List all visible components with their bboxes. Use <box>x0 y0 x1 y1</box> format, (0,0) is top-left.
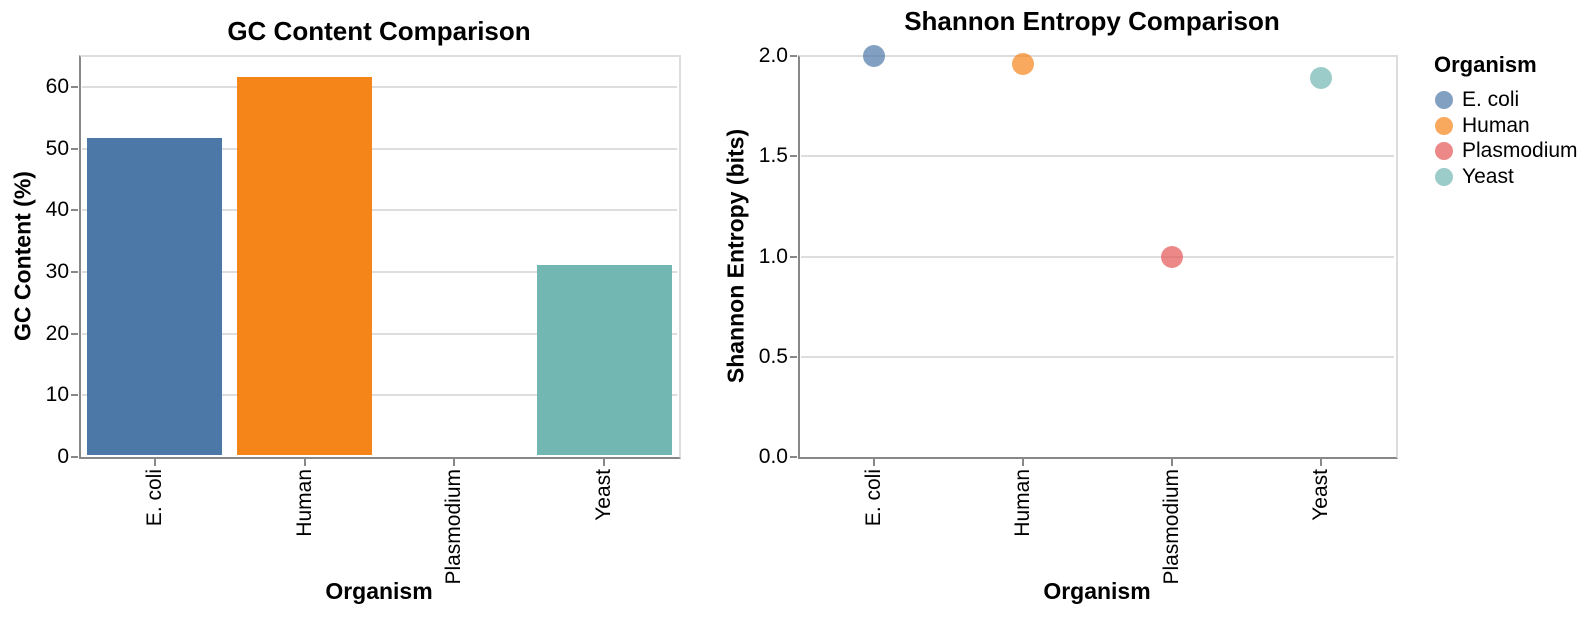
bar-yeast <box>536 265 672 455</box>
entropy-y-tick-label: 1.5 <box>758 144 788 168</box>
entropy-x-tick <box>1021 459 1024 466</box>
entropy-x-tick <box>1171 459 1174 466</box>
legend-label-human: Human <box>1462 114 1530 137</box>
gc-y-tick-label: 60 <box>45 74 69 98</box>
bar-human <box>237 76 373 455</box>
gc-y-tick-label: 0 <box>57 445 69 468</box>
gc-gridline <box>82 209 677 212</box>
gc-gridline <box>82 147 677 150</box>
legend-swatch-plasmodium <box>1435 142 1453 160</box>
gc-x-axis-title: Organism <box>325 578 433 604</box>
entropy-y-tick <box>790 355 797 358</box>
gc-x-tick <box>303 459 306 466</box>
entropy-y-tick-label: 2.0 <box>758 44 788 67</box>
legend-title: Organism <box>1434 52 1537 77</box>
gc-y-tick-label: 30 <box>45 259 69 283</box>
entropy-y-tick-label: 0.0 <box>758 445 788 468</box>
entropy-y-tick <box>790 155 797 158</box>
point-e-coli <box>862 45 885 67</box>
bar-e-coli <box>87 138 223 455</box>
entropy-x-tick-label-e-coli: E. coli <box>861 469 885 527</box>
gc-y-tick <box>71 394 78 397</box>
gc-y-tick <box>71 270 78 273</box>
gc-y-tick-label: 10 <box>45 383 69 407</box>
gc-x-tick <box>153 459 156 466</box>
entropy-chart-title: Shannon Entropy Comparison <box>904 6 1280 36</box>
gc-gridline <box>82 332 677 335</box>
gc-x-tick-label-e-coli: E. coli <box>142 469 166 527</box>
gc-x-tick-label-plasmodium: Plasmodium <box>442 469 466 585</box>
gc-y-tick <box>71 456 78 458</box>
point-human <box>1011 53 1034 76</box>
gc-x-tick-label-human: Human <box>292 469 316 537</box>
point-yeast <box>1310 67 1333 90</box>
entropy-x-axis-title: Organism <box>1043 578 1151 604</box>
gc-y-tick <box>71 332 78 335</box>
entropy-gridline <box>801 255 1394 258</box>
entropy-gridline <box>801 355 1394 358</box>
legend-label-plasmodium: Plasmodium <box>1462 139 1578 162</box>
point-plasmodium <box>1161 245 1184 268</box>
entropy-gridline <box>801 155 1394 158</box>
entropy-y-tick-label: 0.5 <box>758 344 788 368</box>
entropy-y-tick-label: 1.0 <box>758 244 788 268</box>
gc-x-tick <box>453 459 456 466</box>
entropy-y-tick <box>790 55 797 57</box>
gc-gridline <box>82 85 677 88</box>
entropy-x-tick <box>872 459 875 466</box>
entropy-x-tick <box>1320 459 1323 466</box>
legend-label-e-coli: E. coli <box>1462 88 1520 111</box>
legend-swatch-e-coli <box>1435 91 1453 109</box>
gc-y-tick <box>71 147 78 150</box>
gc-gridline <box>82 394 677 397</box>
gc-y-tick <box>71 85 78 88</box>
entropy-y-tick <box>790 255 797 258</box>
legend-label-yeast: Yeast <box>1462 165 1514 188</box>
gc-y-tick <box>71 209 78 212</box>
legend-swatch-yeast <box>1435 168 1453 186</box>
gc-y-tick-label: 20 <box>45 321 69 345</box>
entropy-y-tick <box>790 456 797 458</box>
entropy-x-tick-label-yeast: Yeast <box>1309 469 1333 521</box>
gc-x-tick <box>603 459 606 466</box>
gc-y-tick-label: 50 <box>45 136 69 160</box>
gc-chart-title: GC Content Comparison <box>227 16 531 46</box>
entropy-x-tick-label-plasmodium: Plasmodium <box>1160 469 1184 585</box>
gc-gridline <box>82 270 677 273</box>
gc-x-tick-label-yeast: Yeast <box>592 469 616 521</box>
legend-swatch-human <box>1435 117 1453 135</box>
gc-y-tick-label: 40 <box>45 198 69 222</box>
entropy-x-tick-label-human: Human <box>1010 469 1034 537</box>
